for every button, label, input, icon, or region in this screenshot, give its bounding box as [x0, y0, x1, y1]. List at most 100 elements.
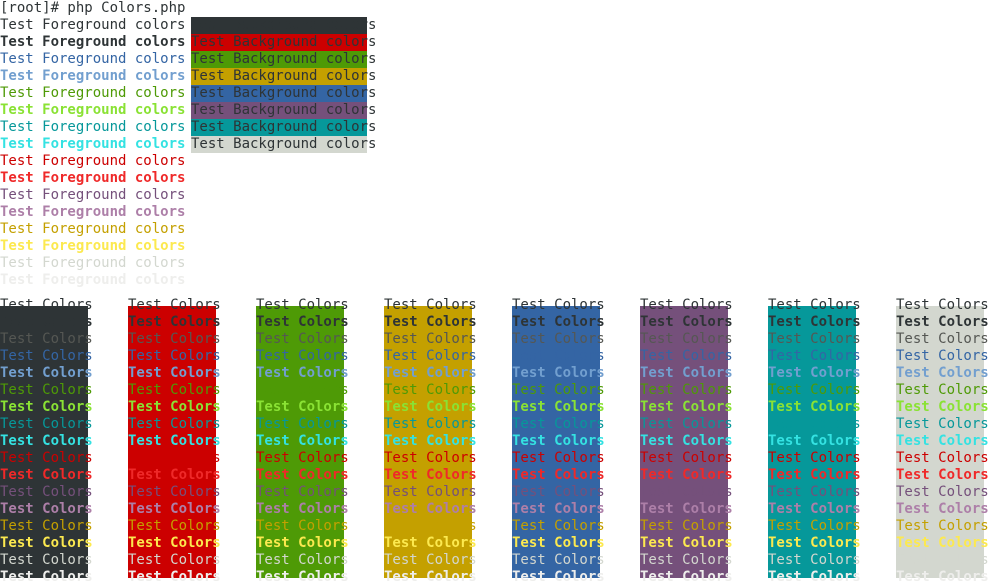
color-sample-text: Test Colors: [512, 484, 605, 500]
color-block: Test Colors Test Colors Test Colors Test Co…: [128, 297, 221, 585]
color-sample-text: Test Colors: [896, 399, 988, 415]
background-color-line: Test Background colors: [191, 119, 377, 136]
color-block: Test Colors Test Colors Test Colors Test Co…: [896, 297, 988, 585]
color-sample-text: Test Colors: [128, 331, 221, 347]
color-sample-text: Test Colors: [640, 365, 733, 381]
color-sample-text: Test Colors: [0, 297, 93, 313]
color-sample-text: Test Colors: [0, 416, 93, 432]
color-sample-text: Test Colors: [896, 365, 988, 381]
color-sample-text: Test Colors: [0, 484, 93, 500]
color-sample-text: Test Colors: [896, 297, 988, 313]
color-sample-text: Test Colors: [512, 365, 605, 381]
background-color-line: Test Background colors: [191, 68, 377, 85]
color-sample-text: Test Colors: [896, 467, 988, 483]
color-sample-text: Test Colors: [640, 348, 733, 364]
color-sample-text: Test Colors: [128, 416, 221, 432]
color-sample-text: Test Colors: [640, 501, 733, 517]
color-sample-text: Test Colors: [896, 518, 988, 534]
color-sample-text: Test Colors: [128, 501, 221, 517]
color-sample-text: Test Colors: [896, 569, 988, 585]
background-color-line: Test Background colors: [191, 51, 377, 68]
color-sample-text: Test Colors: [128, 569, 221, 585]
color-sample-text: Test Colors: [384, 569, 477, 585]
color-sample-text: Test Colors: [384, 433, 477, 449]
color-sample-text: Test Colors: [768, 416, 861, 432]
color-block: Test Colors Test Colors Test Colors Test Co…: [0, 297, 93, 585]
background-color-line: Test Background colors: [191, 102, 377, 119]
background-color-line: Test Background colors: [191, 136, 377, 153]
foreground-color-line: Test Foreground colors: [0, 238, 186, 254]
color-sample-text: Test Colors: [512, 518, 605, 534]
color-sample-text: Test Colors: [384, 297, 477, 313]
color-sample-text: Test Colors: [512, 535, 605, 551]
color-sample-text: Test Colors: [128, 467, 221, 483]
foreground-color-line: Test Foreground colors: [0, 255, 186, 271]
color-sample-text: Test Colors: [512, 297, 605, 313]
color-sample-text: Test Colors: [384, 552, 477, 568]
color-sample-text: Test Colors: [128, 535, 221, 551]
color-sample-text: Test Colors: [384, 518, 477, 534]
color-sample-text: Test Colors: [896, 450, 988, 466]
color-sample-text: Test Colors: [256, 433, 349, 449]
color-block: Test Colors Test Colors Test Colors Test Co…: [384, 297, 477, 585]
color-sample-text: Test Colors: [384, 348, 477, 364]
color-sample-text: Test Colors: [640, 518, 733, 534]
color-sample-text: Test Colors: [128, 297, 221, 313]
color-sample-text: Test Colors: [640, 484, 733, 500]
color-sample-text: Test Colors: [0, 331, 93, 347]
color-sample-text: Test Colors: [384, 535, 477, 551]
color-sample-text: Test Colors: [0, 552, 93, 568]
color-sample-text: Test Colors: [768, 535, 861, 551]
color-sample-text: Test Colors: [896, 348, 988, 364]
color-sample-text: Test Colors: [896, 501, 988, 517]
color-sample-text: Test Colors: [256, 535, 349, 551]
foreground-color-line: Test Foreground colors: [0, 187, 186, 203]
color-block: Test Colors Test Colors Test Colors Test Co…: [256, 297, 349, 585]
foreground-color-line: Test Foreground colors: [0, 153, 186, 169]
color-sample-text: Test Colors: [128, 314, 221, 330]
color-sample-text: Test Colors: [640, 433, 733, 449]
color-sample-text: Test Colors: [768, 484, 861, 500]
foreground-color-line: Test Foreground colors: [0, 119, 186, 135]
color-sample-text: Test Colors: [768, 518, 861, 534]
color-sample-text: Test Colors: [640, 297, 733, 313]
color-sample-text: Test Colors: [256, 569, 349, 585]
color-sample-text: Test Colors: [128, 518, 221, 534]
color-sample-text: Test Colors: [768, 433, 861, 449]
color-sample-text: Test Colors: [384, 467, 477, 483]
color-sample-text: Test Colors: [512, 450, 605, 466]
color-sample-text: Test Colors: [256, 297, 349, 313]
color-sample-text: Test Colors: [256, 365, 349, 381]
color-sample-text: Test Colors: [128, 348, 221, 364]
color-sample-text: Test Colors: [768, 569, 861, 585]
color-sample-text: Test Colors: [384, 416, 477, 432]
color-sample-text: Test Colors: [512, 399, 605, 415]
background-color-line: Test Background colors: [191, 17, 377, 34]
color-sample-text: Test Colors: [768, 450, 861, 466]
color-sample-text: Test Colors: [384, 450, 477, 466]
color-sample-text: Test Colors: [256, 467, 349, 483]
color-sample-text: Test Colors: [768, 331, 861, 347]
color-sample-text: Test Colors: [896, 484, 988, 500]
color-sample-text: Test Colors: [640, 552, 733, 568]
foreground-color-line: Test Foreground colors: [0, 204, 186, 220]
color-sample-text: Test Colors: [640, 399, 733, 415]
command-prompt-line: [root]# php Colors.php: [0, 0, 186, 16]
foreground-color-line: Test Foreground colors: [0, 272, 186, 288]
color-sample-text: Test Colors: [768, 382, 861, 398]
color-sample-text: Test Colors: [384, 314, 477, 330]
color-sample-text: Test Colors: [512, 416, 605, 432]
color-sample-text: Test Colors: [0, 433, 93, 449]
color-sample-text: Test Colors: [512, 348, 605, 364]
color-sample-text: Test Colors: [256, 518, 349, 534]
color-sample-text: Test Colors: [640, 416, 733, 432]
color-sample-text: Test Colors: [640, 314, 733, 330]
color-sample-text: Test Colors: [640, 450, 733, 466]
foreground-color-line: Test Foreground colors: [0, 51, 186, 67]
color-sample-text: Test Colors: [256, 348, 349, 364]
color-sample-text: Test Colors: [512, 433, 605, 449]
color-sample-text: Test Colors: [512, 501, 605, 517]
color-sample-text: Test Colors: [256, 314, 349, 330]
color-sample-text: Test Colors: [256, 501, 349, 517]
